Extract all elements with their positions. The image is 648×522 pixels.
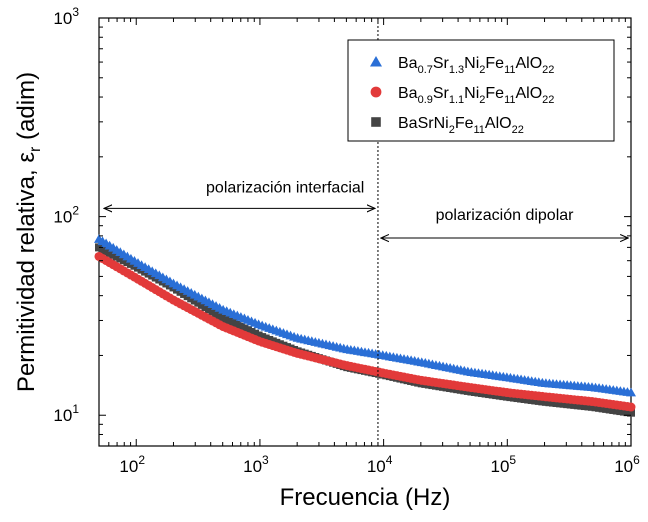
y-tick-base: 10 xyxy=(53,406,72,425)
x-tick-base: 10 xyxy=(243,457,262,476)
y-axis-title-unit: (adim) xyxy=(13,72,40,147)
legend-label: Ba0.7Sr1.3Ni2Fe11AlO22 xyxy=(398,55,554,76)
legend-label-part: 0.9 xyxy=(418,94,433,106)
annotation-label: polarización dipolar xyxy=(436,207,575,224)
x-tick-label: 106 xyxy=(614,453,640,476)
x-tick-label: 102 xyxy=(119,453,145,476)
legend-label-part: Ni xyxy=(464,55,479,72)
series-square xyxy=(95,243,635,417)
y-axis-title-main: Permitividad relativa, ε xyxy=(13,152,40,392)
legend-marker xyxy=(370,86,382,98)
data-point xyxy=(626,402,636,412)
legend-entry: Ba0.9Sr1.1Ni2Fe11AlO22 xyxy=(370,85,554,106)
legend-marker xyxy=(370,56,382,67)
x-tick-label: 105 xyxy=(491,453,517,476)
x-tick-exp: 3 xyxy=(262,453,269,467)
legend-label-part: Fe xyxy=(485,85,504,102)
legend-label-part: Sr xyxy=(433,55,450,72)
legend-marker xyxy=(371,117,381,127)
y-tick-exp: 2 xyxy=(72,204,79,218)
legend-label-part: 1.1 xyxy=(449,94,464,106)
x-tick-exp: 5 xyxy=(509,453,516,467)
legend-label-part: 2 xyxy=(449,124,455,136)
legend-label-part: Fe xyxy=(485,55,504,72)
legend-label-part: 0.7 xyxy=(418,64,433,76)
x-tick-label: 103 xyxy=(243,453,269,476)
legend-label-part: Ba xyxy=(398,55,418,72)
series-triangle xyxy=(94,234,636,397)
x-tick-base: 10 xyxy=(491,457,510,476)
legend-label-part: Ba xyxy=(398,85,418,102)
legend-label-part: BaSrNi xyxy=(398,115,449,132)
y-axis-title: Permitividad relativa, εr (adim) xyxy=(13,72,44,392)
legend-label-part: 2 xyxy=(479,64,485,76)
legend-label-part: Fe xyxy=(455,115,474,132)
y-tick-exp: 3 xyxy=(72,5,79,19)
x-tick-base: 10 xyxy=(367,457,386,476)
x-tick-exp: 2 xyxy=(138,453,145,467)
legend-entry: Ba0.7Sr1.3Ni2Fe11AlO22 xyxy=(370,55,554,76)
series-circle xyxy=(94,251,636,412)
legend-label-part: 11 xyxy=(504,64,515,76)
x-tick-exp: 6 xyxy=(633,453,640,467)
legend-label-part: 22 xyxy=(542,64,554,76)
x-tick-exp: 4 xyxy=(386,453,393,467)
x-axis-title: Frecuencia (Hz) xyxy=(280,484,451,511)
data-point xyxy=(627,408,635,417)
legend-label-part: Ni xyxy=(464,85,479,102)
x-tick-base: 10 xyxy=(614,457,633,476)
y-tick-exp: 1 xyxy=(72,402,79,416)
y-tick-base: 10 xyxy=(53,9,72,28)
legend-label-part: 2 xyxy=(479,94,485,106)
y-tick-label: 103 xyxy=(53,5,79,28)
legend-label: BaSrNi2Fe11AlO22 xyxy=(398,115,524,136)
legend-label: Ba0.9Sr1.1Ni2Fe11AlO22 xyxy=(398,85,554,106)
x-tick-label: 104 xyxy=(367,453,393,476)
data-point xyxy=(626,387,636,397)
y-axis-title-sub: r xyxy=(27,146,44,152)
legend-label-part: 11 xyxy=(473,124,484,136)
series-layer xyxy=(94,234,636,417)
y-tick-label: 102 xyxy=(53,204,79,227)
legend-label-part: AlO xyxy=(485,115,512,132)
legend: Ba0.7Sr1.3Ni2Fe11AlO22Ba0.9Sr1.1Ni2Fe11A… xyxy=(347,39,615,142)
legend-label-part: AlO xyxy=(516,85,543,102)
legend-entry: BaSrNi2Fe11AlO22 xyxy=(371,115,524,136)
legend-box xyxy=(347,39,615,142)
y-tick-base: 10 xyxy=(53,208,72,227)
legend-label-part: 11 xyxy=(504,94,515,106)
legend-label-part: Sr xyxy=(433,85,450,102)
legend-label-part: 22 xyxy=(512,124,524,136)
annotation-layer: polarización interfacial polarización dip… xyxy=(104,18,628,446)
plot-frame xyxy=(98,17,632,447)
x-tick-base: 10 xyxy=(119,457,138,476)
y-tick-label: 101 xyxy=(53,402,79,425)
legend-label-part: 1.3 xyxy=(449,64,464,76)
legend-label-part: 22 xyxy=(542,94,554,106)
legend-label-part: AlO xyxy=(516,55,543,72)
annotation-label: polarización interfacial xyxy=(206,180,364,197)
